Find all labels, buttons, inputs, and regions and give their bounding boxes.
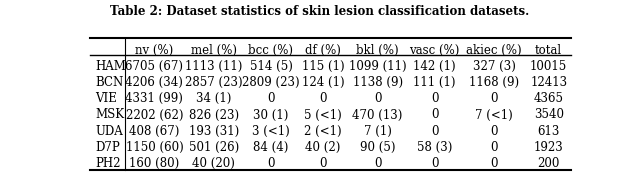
Text: 1923: 1923 [534, 141, 564, 154]
Text: 0: 0 [490, 141, 498, 154]
Text: 408 (67): 408 (67) [129, 125, 180, 138]
Text: 5 (<1): 5 (<1) [304, 109, 342, 122]
Text: total: total [535, 44, 563, 57]
Text: 0: 0 [490, 92, 498, 105]
Text: 40 (20): 40 (20) [193, 157, 236, 170]
Text: 193 (31): 193 (31) [189, 125, 239, 138]
Text: BCN: BCN [95, 76, 124, 89]
Text: 1113 (11): 1113 (11) [185, 60, 243, 73]
Text: 4365: 4365 [534, 92, 564, 105]
Text: 10015: 10015 [530, 60, 567, 73]
Text: 0: 0 [490, 157, 498, 170]
Text: 90 (5): 90 (5) [360, 141, 396, 154]
Text: 58 (3): 58 (3) [417, 141, 452, 154]
Text: Table 2: Dataset statistics of skin lesion classification datasets.: Table 2: Dataset statistics of skin lesi… [110, 5, 530, 18]
Text: 124 (1): 124 (1) [301, 76, 344, 89]
Text: 613: 613 [538, 125, 560, 138]
Text: 3 (<1): 3 (<1) [252, 125, 290, 138]
Text: 34 (1): 34 (1) [196, 92, 232, 105]
Text: 514 (5): 514 (5) [250, 60, 292, 73]
Text: 0: 0 [319, 157, 327, 170]
Text: 0: 0 [431, 157, 438, 170]
Text: bcc (%): bcc (%) [248, 44, 294, 57]
Text: 30 (1): 30 (1) [253, 109, 289, 122]
Text: 470 (13): 470 (13) [353, 109, 403, 122]
Text: D7P: D7P [95, 141, 120, 154]
Text: 0: 0 [490, 125, 498, 138]
Text: akiec (%): akiec (%) [467, 44, 522, 57]
Text: 7 (<1): 7 (<1) [476, 109, 513, 122]
Text: bkl (%): bkl (%) [356, 44, 399, 57]
Text: mel (%): mel (%) [191, 44, 237, 57]
Text: 2 (<1): 2 (<1) [304, 125, 342, 138]
Text: 0: 0 [431, 125, 438, 138]
Text: MSK: MSK [95, 109, 124, 122]
Text: 111 (1): 111 (1) [413, 76, 456, 89]
Text: 0: 0 [268, 92, 275, 105]
Text: 2202 (62): 2202 (62) [125, 109, 183, 122]
Text: nv (%): nv (%) [135, 44, 173, 57]
Text: 1150 (60): 1150 (60) [125, 141, 183, 154]
Text: 160 (80): 160 (80) [129, 157, 180, 170]
Text: PH2: PH2 [95, 157, 120, 170]
Text: 0: 0 [431, 92, 438, 105]
Text: VIE: VIE [95, 92, 117, 105]
Text: 2857 (23): 2857 (23) [185, 76, 243, 89]
Text: 501 (26): 501 (26) [189, 141, 239, 154]
Text: vasc (%): vasc (%) [410, 44, 460, 57]
Text: 115 (1): 115 (1) [301, 60, 344, 73]
Text: 0: 0 [374, 157, 381, 170]
Text: 4331 (99): 4331 (99) [125, 92, 183, 105]
Text: 200: 200 [538, 157, 560, 170]
Text: 6705 (67): 6705 (67) [125, 60, 184, 73]
Text: UDA: UDA [95, 125, 123, 138]
Text: 12413: 12413 [530, 76, 567, 89]
Text: 142 (1): 142 (1) [413, 60, 456, 73]
Text: 826 (23): 826 (23) [189, 109, 239, 122]
Text: 1099 (11): 1099 (11) [349, 60, 406, 73]
Text: df (%): df (%) [305, 44, 341, 57]
Text: 4206 (34): 4206 (34) [125, 76, 183, 89]
Text: 0: 0 [268, 157, 275, 170]
Text: 327 (3): 327 (3) [473, 60, 516, 73]
Text: 1168 (9): 1168 (9) [469, 76, 519, 89]
Text: 7 (1): 7 (1) [364, 125, 392, 138]
Text: 0: 0 [374, 92, 381, 105]
Text: 2809 (23): 2809 (23) [242, 76, 300, 89]
Text: 0: 0 [431, 109, 438, 122]
Text: HAM: HAM [95, 60, 126, 73]
Text: 40 (2): 40 (2) [305, 141, 340, 154]
Text: 3540: 3540 [534, 109, 564, 122]
Text: 84 (4): 84 (4) [253, 141, 289, 154]
Text: 0: 0 [319, 92, 327, 105]
Text: 1138 (9): 1138 (9) [353, 76, 403, 89]
